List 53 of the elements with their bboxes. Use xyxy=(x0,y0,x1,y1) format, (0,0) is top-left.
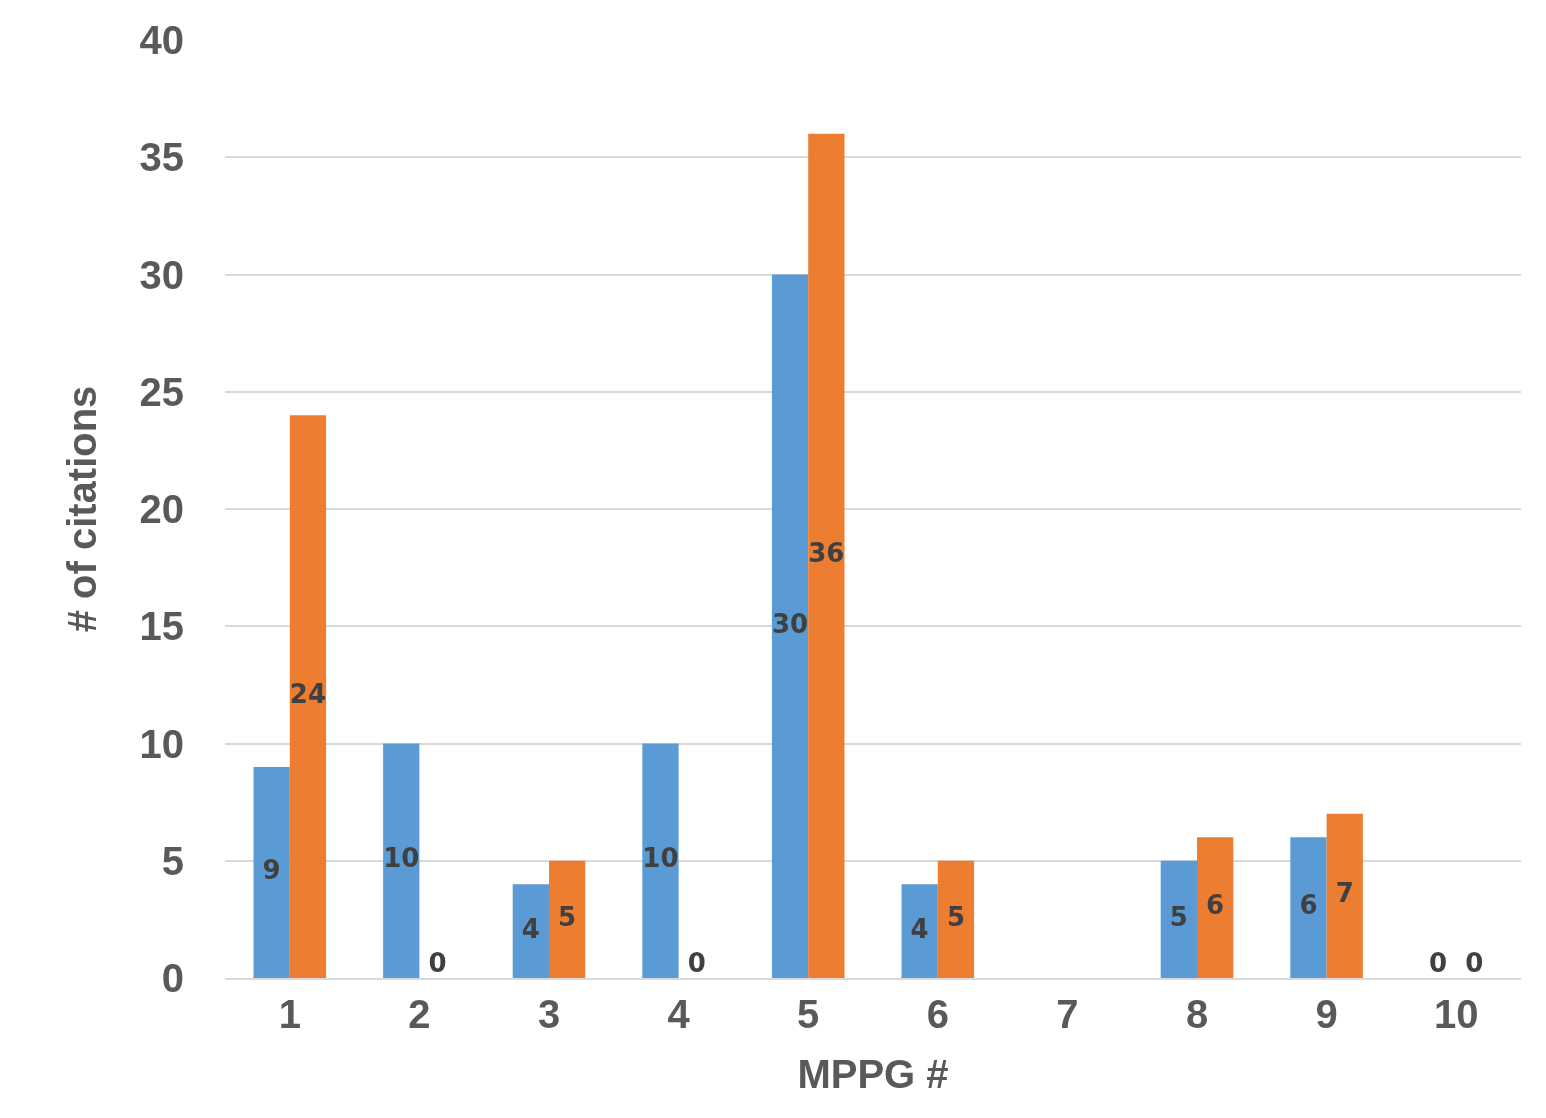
data-label: 30 xyxy=(771,608,809,639)
y-tick-label: 0 xyxy=(161,956,184,1000)
x-tick-label: 8 xyxy=(1185,992,1209,1036)
data-label: 36 xyxy=(808,538,845,569)
data-label: 9 xyxy=(262,854,281,885)
bar xyxy=(771,274,809,978)
x-tick-label: 9 xyxy=(1315,992,1338,1036)
data-label: 5 xyxy=(946,901,965,932)
x-tick-label: 7 xyxy=(1056,992,1079,1036)
bar xyxy=(549,860,586,978)
y-tick-label: 15 xyxy=(139,604,184,649)
data-label: 10 xyxy=(642,843,679,874)
x-tick-label: 4 xyxy=(667,992,691,1036)
bar xyxy=(937,860,975,978)
y-tick-label: 40 xyxy=(139,18,184,62)
bar xyxy=(901,884,938,978)
data-label: 5 xyxy=(558,901,577,932)
bar xyxy=(289,415,327,978)
x-tick-label: 3 xyxy=(537,992,561,1036)
bar xyxy=(642,743,679,978)
y-tick-label: 25 xyxy=(139,369,184,414)
bar xyxy=(383,743,420,978)
data-label: 6 xyxy=(1206,890,1225,921)
bar xyxy=(253,766,290,978)
y-axis-title: # of citations xyxy=(60,385,104,633)
data-label: 5 xyxy=(1169,901,1188,932)
bar xyxy=(1160,860,1197,978)
bar xyxy=(1290,837,1327,978)
y-tick-label: 20 xyxy=(139,487,184,531)
x-tick-label: 1 xyxy=(278,992,301,1036)
data-label: 0 xyxy=(687,947,706,978)
data-label: 4 xyxy=(521,913,540,944)
data-label: 6 xyxy=(1299,890,1318,921)
x-tick-label: 5 xyxy=(797,992,820,1036)
data-label: 10 xyxy=(383,843,420,874)
y-tick-label: 10 xyxy=(139,721,184,766)
x-tick-label: 2 xyxy=(408,992,431,1036)
data-label: 4 xyxy=(910,913,929,944)
x-tick-label: 6 xyxy=(926,992,949,1036)
y-tick-label: 30 xyxy=(139,252,184,297)
bar xyxy=(808,133,845,978)
data-label: 24 xyxy=(289,679,327,710)
bar xyxy=(512,884,549,978)
x-axis-title: MPPG # xyxy=(797,1052,949,1096)
x-tick-label: 10 xyxy=(1433,992,1479,1036)
data-label: 0 xyxy=(1429,947,1448,978)
bar xyxy=(1326,813,1363,978)
data-label: 7 xyxy=(1335,878,1354,909)
y-tick-label: 5 xyxy=(161,838,184,883)
bar xyxy=(1197,837,1234,978)
y-tick-label: 35 xyxy=(139,135,184,180)
data-label: 0 xyxy=(428,947,447,978)
data-label: 0 xyxy=(1465,947,1484,978)
